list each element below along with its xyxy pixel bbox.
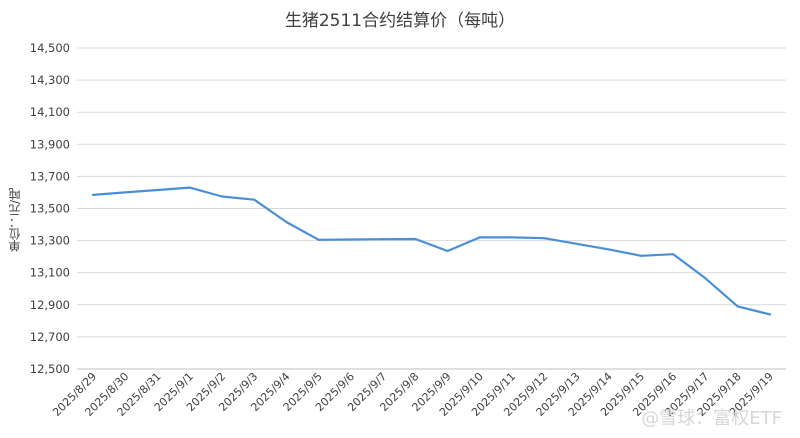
- y-tick-label: 13,300: [30, 234, 70, 248]
- y-tick-label: 13,700: [30, 169, 70, 183]
- chart-title: 生猪2511合约结算价（每吨）: [284, 11, 516, 31]
- data-point: [510, 236, 514, 239]
- data-point: [349, 238, 353, 241]
- series-line: [91, 186, 772, 316]
- y-tick-label: 14,300: [30, 73, 70, 87]
- y-tick-label: 13,900: [30, 137, 70, 151]
- data-point: [124, 191, 127, 194]
- y-tick-label: 12,700: [30, 330, 70, 344]
- data-point: [285, 221, 288, 224]
- data-point: [768, 313, 771, 316]
- y-tick-label: 13,100: [30, 266, 70, 280]
- data-point: [92, 193, 95, 196]
- data-point: [575, 242, 578, 245]
- data-point: [188, 186, 191, 189]
- data-point: [317, 238, 320, 241]
- data-point: [446, 249, 449, 253]
- y-tick-label: 12,500: [30, 362, 70, 376]
- data-point: [736, 305, 739, 308]
- data-point: [220, 195, 224, 198]
- watermark: @雪球：富权ETF: [641, 408, 782, 429]
- data-point: [543, 237, 546, 240]
- y-tick-label: 14,100: [30, 105, 70, 119]
- y-tick-label: 12,900: [30, 298, 70, 312]
- data-point: [607, 248, 610, 251]
- data-point: [253, 198, 256, 201]
- y-tick-label: 14,500: [30, 41, 70, 55]
- data-point: [414, 237, 417, 241]
- data-point: [382, 238, 385, 241]
- data-point: [704, 277, 707, 280]
- data-point: [672, 253, 675, 256]
- data-point: [478, 236, 481, 239]
- data-point: [156, 188, 159, 192]
- data-point: [639, 254, 643, 257]
- y-tick-label: 13,500: [30, 202, 70, 216]
